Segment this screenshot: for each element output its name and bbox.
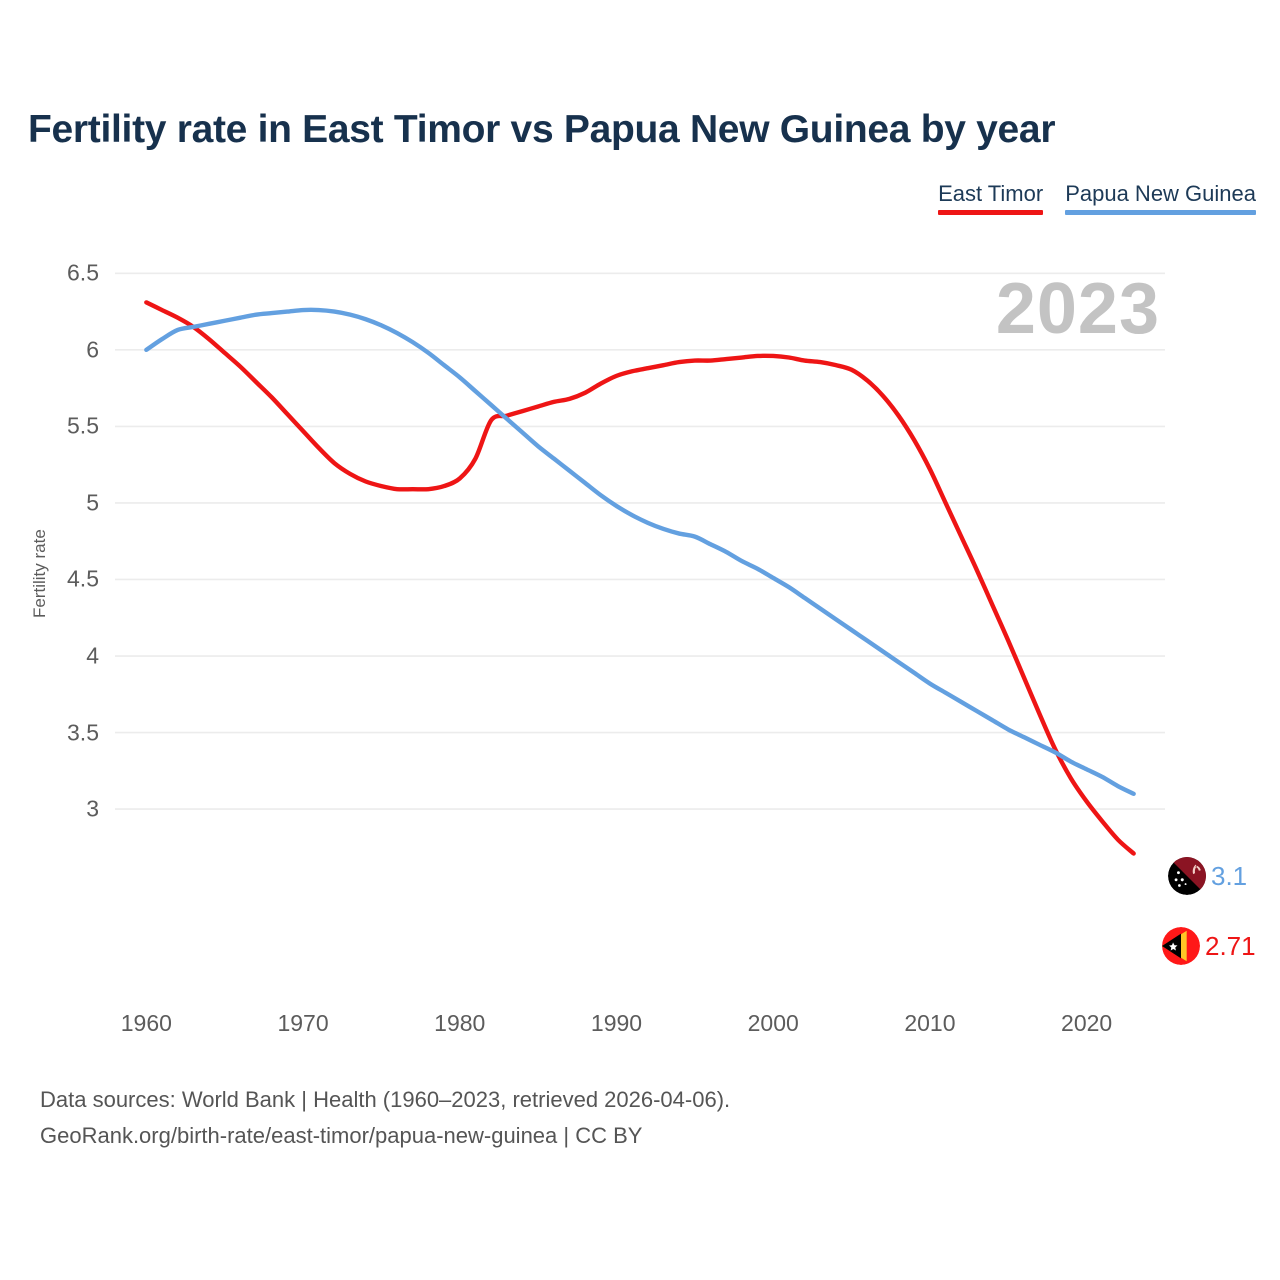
x-tick-label: 2020	[1061, 1010, 1113, 1036]
x-tick-label: 1970	[277, 1010, 329, 1036]
year-watermark: 2023	[995, 269, 1160, 349]
footer-line-sources: Data sources: World Bank | Health (1960–…	[40, 1087, 731, 1112]
gridlines	[115, 272, 1165, 810]
x-tick-label: 2000	[747, 1010, 799, 1036]
legend-swatch-east-timor	[938, 209, 1044, 215]
y-tick-label: 3	[86, 795, 99, 822]
page-title: Fertility rate in East Timor vs Papua Ne…	[28, 108, 1056, 151]
y-tick-label: 4.5	[67, 565, 99, 592]
y-tick-label: 5	[86, 489, 99, 516]
y-tick-label: 5.5	[67, 412, 99, 439]
x-tick-label: 1960	[120, 1010, 172, 1036]
series-lines	[144, 300, 1136, 856]
end-marker-papua-new-guinea: 3.1	[1168, 857, 1247, 895]
legend-label-papua-new-guinea: Papua New Guinea	[1065, 181, 1256, 206]
plot-svg	[115, 272, 1165, 856]
legend-label-east-timor: East Timor	[938, 181, 1044, 206]
y-tick-label: 4	[86, 642, 99, 669]
east-timor-flag-icon	[1162, 927, 1200, 965]
y-tick-label: 3.5	[67, 719, 99, 746]
footer-line-url[interactable]: GeoRank.org/birth-rate/east-timor/papua-…	[40, 1123, 643, 1149]
legend-item-papua-new-guinea[interactable]: Papua New Guinea	[1065, 181, 1256, 215]
end-value-east-timor: 2.71	[1205, 930, 1256, 961]
series-line-papua-new-guinea	[144, 307, 1136, 796]
x-tick-label: 2010	[904, 1010, 956, 1036]
x-tick-label: 1980	[434, 1010, 486, 1036]
footer: Data sources: World Bank | Health (1960–…	[40, 1082, 730, 1155]
chart-legend: East Timor Papua New Guinea	[938, 181, 1256, 215]
legend-item-east-timor[interactable]: East Timor	[938, 181, 1044, 215]
papua-new-guinea-flag-icon	[1168, 857, 1206, 895]
plot-area	[115, 258, 1165, 878]
legend-swatch-papua-new-guinea	[1065, 209, 1256, 215]
end-value-papua-new-guinea: 3.1	[1211, 860, 1248, 891]
y-tick-label: 6	[86, 336, 99, 363]
series-line-east-timor	[144, 300, 1136, 856]
y-axis-title: Fertility rate	[30, 529, 49, 618]
x-tick-label: 1990	[590, 1010, 643, 1036]
y-tick-label: 6.5	[67, 259, 99, 286]
end-marker-east-timor: 2.71	[1162, 927, 1256, 965]
